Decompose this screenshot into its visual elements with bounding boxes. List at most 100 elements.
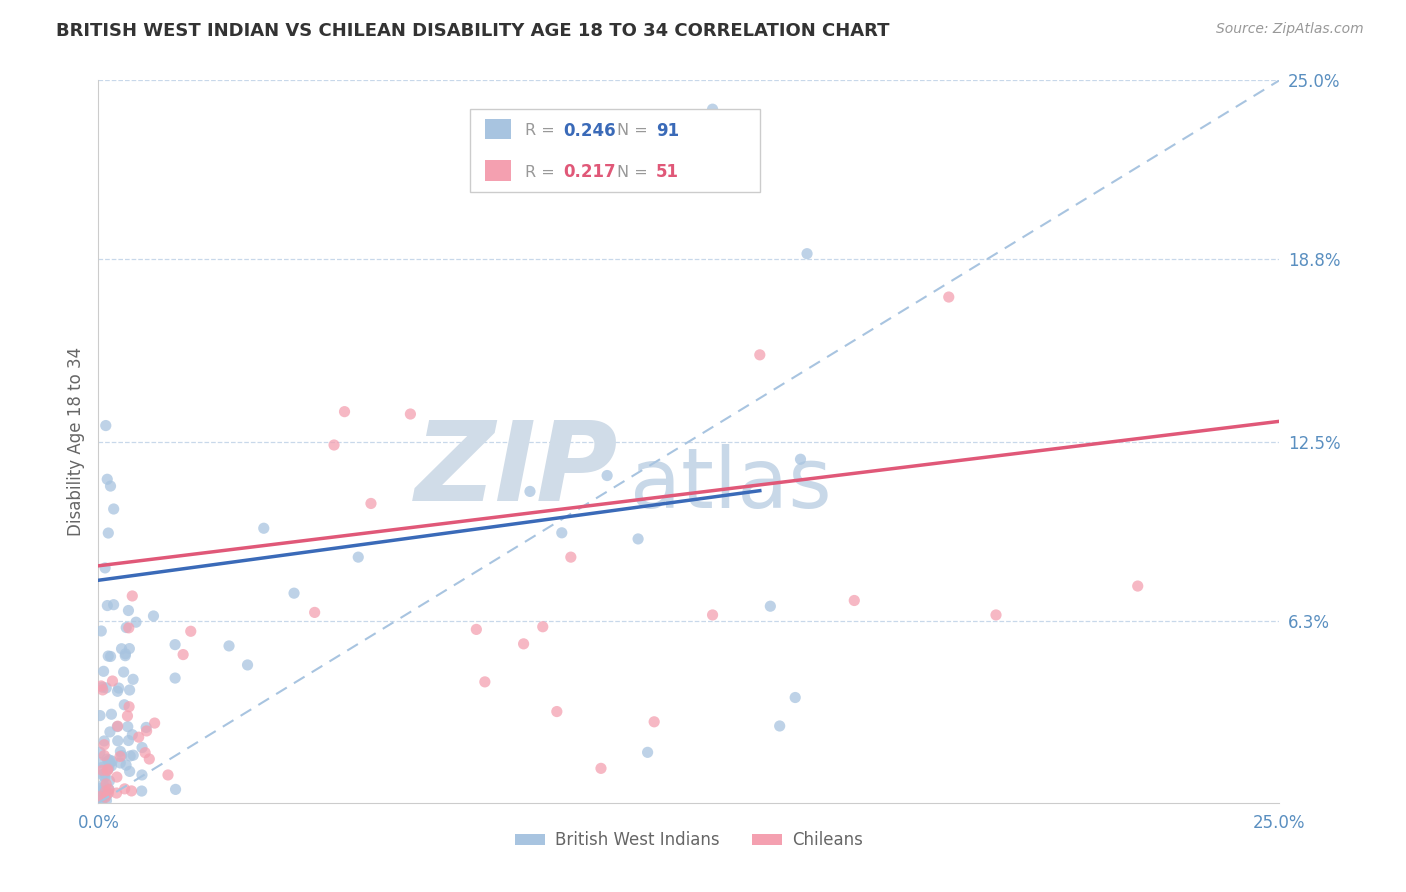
Text: atlas: atlas xyxy=(630,444,831,525)
Point xyxy=(304,606,326,620)
Point xyxy=(748,348,770,362)
Point xyxy=(702,607,724,622)
Point xyxy=(96,599,118,613)
Point xyxy=(117,733,139,747)
Point xyxy=(105,786,128,800)
Point xyxy=(399,407,422,421)
Text: R =: R = xyxy=(524,165,560,180)
Point xyxy=(91,764,114,778)
Point xyxy=(91,680,114,694)
Text: 0.217: 0.217 xyxy=(564,163,616,181)
Point xyxy=(98,756,121,771)
Point xyxy=(143,716,166,731)
Point xyxy=(98,773,121,788)
Point xyxy=(253,521,276,535)
Point xyxy=(117,709,139,723)
Point xyxy=(218,639,240,653)
Point xyxy=(96,764,118,778)
Point xyxy=(90,679,112,693)
Point xyxy=(107,681,129,695)
Point xyxy=(93,778,115,792)
Point xyxy=(115,758,138,772)
Point xyxy=(283,586,305,600)
Point xyxy=(89,708,111,723)
Point xyxy=(1126,579,1149,593)
Point xyxy=(236,657,259,672)
Point xyxy=(142,609,165,624)
Point xyxy=(90,760,112,774)
Text: ZIP: ZIP xyxy=(415,417,619,524)
Point xyxy=(100,759,122,773)
Point xyxy=(93,766,115,780)
Point xyxy=(128,730,150,744)
Point xyxy=(156,768,179,782)
Point xyxy=(94,784,117,798)
Y-axis label: Disability Age 18 to 34: Disability Age 18 to 34 xyxy=(66,347,84,536)
Point xyxy=(531,620,554,634)
Point xyxy=(97,782,120,797)
FancyBboxPatch shape xyxy=(471,109,759,193)
Point xyxy=(90,624,112,638)
Point xyxy=(97,782,120,797)
Point xyxy=(844,593,866,607)
Point xyxy=(118,683,141,698)
Text: 51: 51 xyxy=(655,163,679,181)
Point xyxy=(96,794,118,808)
Text: N =: N = xyxy=(617,165,652,180)
Point xyxy=(89,745,111,759)
Point xyxy=(97,762,120,776)
Point xyxy=(91,783,114,797)
Point xyxy=(121,784,143,798)
Point xyxy=(103,598,125,612)
Point xyxy=(110,744,132,758)
Point xyxy=(94,561,117,575)
Point xyxy=(643,714,665,729)
Point xyxy=(118,641,141,656)
Point xyxy=(91,768,114,782)
Text: 0.246: 0.246 xyxy=(564,121,616,140)
Point xyxy=(702,102,724,116)
Point xyxy=(122,748,145,763)
Point xyxy=(110,756,132,770)
Point xyxy=(135,723,157,738)
Point xyxy=(560,550,582,565)
Point xyxy=(165,782,187,797)
Point xyxy=(107,719,129,733)
Point xyxy=(97,761,120,775)
Point xyxy=(91,789,114,804)
Point xyxy=(465,623,488,637)
Point xyxy=(105,720,128,734)
Point xyxy=(546,705,568,719)
Point xyxy=(323,438,346,452)
Point xyxy=(984,607,1007,622)
FancyBboxPatch shape xyxy=(485,119,510,139)
Point xyxy=(134,746,156,760)
Point xyxy=(96,752,118,766)
Point xyxy=(121,589,143,603)
Point xyxy=(360,496,382,510)
Text: 91: 91 xyxy=(655,121,679,140)
Point xyxy=(637,745,659,759)
Point xyxy=(91,780,114,795)
Point xyxy=(333,404,356,418)
Point xyxy=(101,754,124,768)
Legend: British West Indians, Chileans: British West Indians, Chileans xyxy=(508,824,870,856)
Point xyxy=(938,290,960,304)
Point xyxy=(769,719,792,733)
Point xyxy=(114,647,136,661)
Point xyxy=(100,649,122,664)
Point xyxy=(131,784,153,798)
Point xyxy=(111,748,134,763)
Point xyxy=(107,684,129,698)
Point xyxy=(91,785,114,799)
Point xyxy=(131,740,153,755)
Point xyxy=(165,671,187,685)
Text: Source: ZipAtlas.com: Source: ZipAtlas.com xyxy=(1216,22,1364,37)
Point xyxy=(796,246,818,260)
Point xyxy=(94,770,117,784)
Point xyxy=(110,641,132,656)
Point xyxy=(101,673,124,688)
Point xyxy=(474,674,496,689)
Point xyxy=(589,761,612,775)
Point xyxy=(100,707,122,722)
